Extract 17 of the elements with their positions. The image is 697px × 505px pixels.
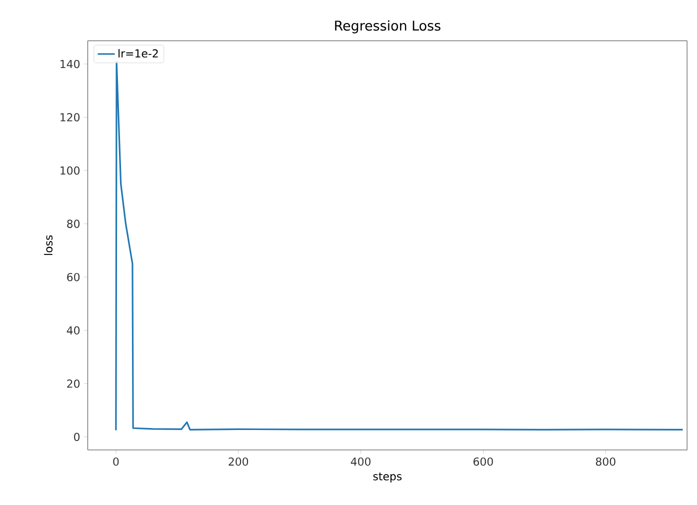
y-tick-label: 60 — [67, 273, 80, 282]
x-tick-label: 600 — [474, 458, 493, 466]
y-tick-label: 140 — [60, 60, 80, 68]
y-tick-label: 40 — [66, 326, 80, 335]
y-axis-title: loss — [44, 235, 53, 256]
legend-label: lr=1e-2 — [118, 49, 158, 58]
x-tick-label: 0 — [113, 458, 119, 466]
x-axis-title: steps — [373, 472, 402, 483]
chart-title: Regression Loss — [335, 20, 440, 34]
x-tick-label: 800 — [596, 458, 616, 466]
y-tick-label: 100 — [60, 166, 80, 175]
y-tick-label: 80 — [67, 220, 80, 228]
y-tick-label: 20 — [67, 380, 80, 388]
x-tick-label: 200 — [228, 458, 248, 466]
y-tick-label: 0 — [74, 432, 80, 442]
x-tick-label: 400 — [350, 458, 370, 466]
y-tick-label: 120 — [60, 113, 80, 122]
